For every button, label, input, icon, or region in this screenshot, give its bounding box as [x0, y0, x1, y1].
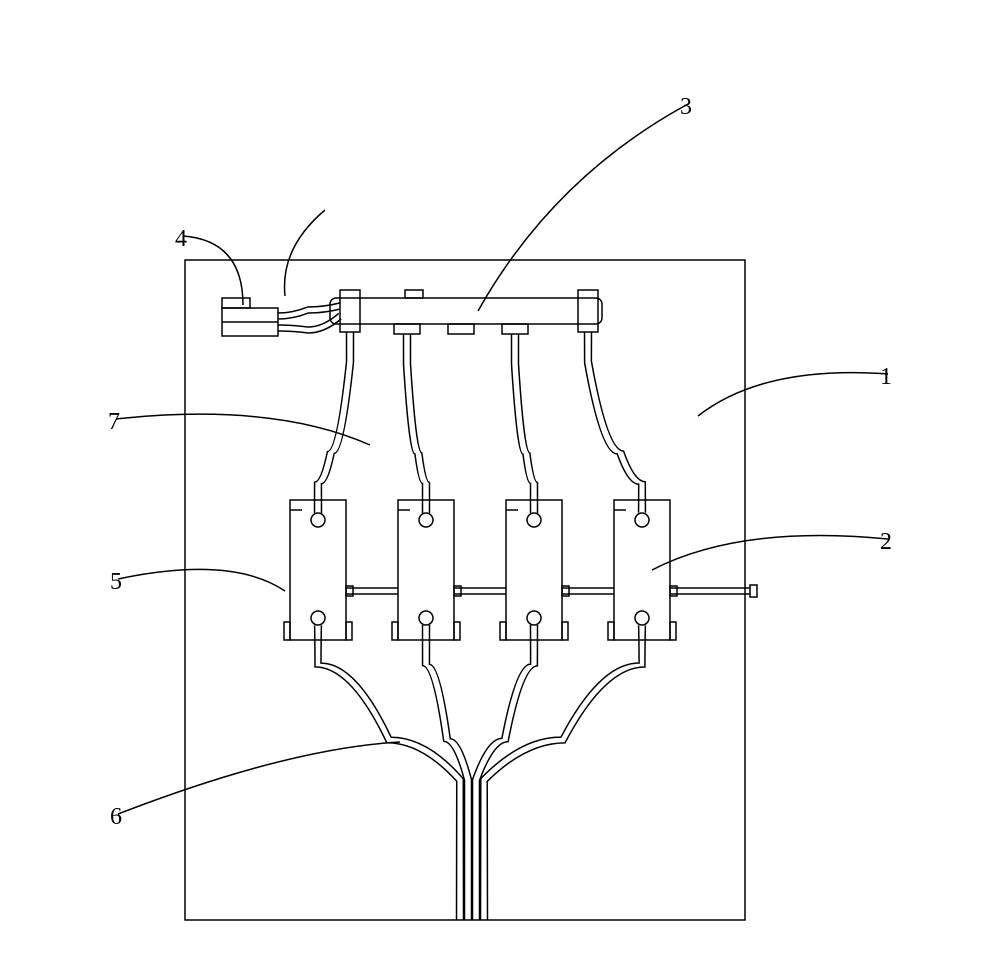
manifold-bar [330, 298, 602, 324]
h-link-end-fitting [750, 585, 757, 597]
h-link-segment-1 [454, 588, 506, 594]
valve-top-port-3 [635, 513, 649, 527]
manifold-clamp-0 [340, 290, 360, 332]
valve-bottom-port-1 [419, 611, 433, 625]
leader-4 [183, 236, 243, 305]
valve-bottom-port-0 [311, 611, 325, 625]
lower-tube-1 [423, 625, 472, 920]
lower-tube-3 [481, 625, 646, 920]
valve-unit-0 [284, 500, 353, 640]
valve-bottom-port-2 [527, 611, 541, 625]
manifold-bottom-port-1 [448, 324, 474, 334]
lower-tube-0 [315, 625, 464, 920]
h-link-segment-3 [670, 588, 750, 594]
leader-1 [698, 373, 888, 416]
h-link-segment-2 [562, 588, 614, 594]
valve-bottom-port-3 [635, 611, 649, 625]
leader-5 [118, 569, 285, 591]
label-3: 3 [680, 94, 692, 120]
leader-6 [118, 742, 400, 814]
leader-2 [652, 535, 888, 570]
manifold-top-port-0 [405, 290, 423, 298]
loose-wire [285, 210, 326, 296]
connector-box-tab [222, 298, 250, 308]
manifold-bottom-port-2 [502, 324, 528, 334]
upper-tube-2 [512, 334, 538, 513]
label-7: 7 [108, 409, 120, 435]
upper-tube-3 [585, 332, 646, 513]
upper-tube-0 [315, 332, 354, 513]
label-5: 5 [110, 569, 122, 595]
h-link-segment-0 [346, 588, 398, 594]
manifold-bottom-port-0 [394, 324, 420, 334]
valve-top-port-0 [311, 513, 325, 527]
technical-diagram: 1 2 3 4 5 6 7 [0, 0, 1000, 980]
leader-7 [116, 414, 370, 445]
valve-top-port-2 [527, 513, 541, 527]
leader-3 [478, 104, 688, 311]
label-4: 4 [175, 226, 187, 252]
valve-top-port-1 [419, 513, 433, 527]
label-2: 2 [880, 529, 892, 555]
valve-unit-2 [500, 500, 569, 640]
label-1: 1 [880, 364, 892, 390]
label-6: 6 [110, 804, 122, 830]
tube-connector-to-manifold-top [277, 303, 340, 319]
upper-tube-1 [404, 334, 430, 513]
valve-unit-1 [392, 500, 461, 640]
valve-unit-3 [608, 500, 677, 640]
manifold-clamp-1 [578, 290, 598, 332]
lower-tube-2 [473, 625, 538, 920]
